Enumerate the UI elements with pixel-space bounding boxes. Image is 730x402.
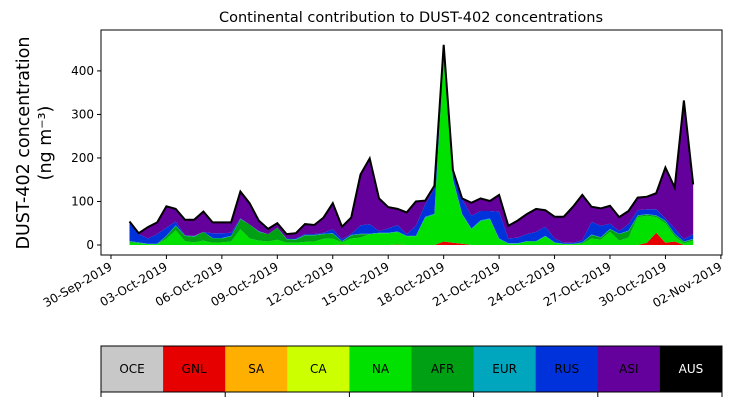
colorbar-swatch-na [349,346,412,392]
colorbar-label-ca: CA [310,362,327,376]
x-axis: 30-Sep-201903-Oct-201906-Oct-201909-Oct-… [41,255,724,310]
colorbar-swatch-rus [535,346,599,392]
area-na [129,53,694,245]
y-tick-label: 300 [71,107,94,121]
colorbar-label-oce: OCE [119,362,144,376]
colorbar-label-gnl: GNL [182,362,207,376]
colorbar-label-aus: AUS [679,362,704,376]
y-tick-label: 0 [86,238,94,252]
total-line [128,44,695,236]
colorbar-swatch-aus [659,346,723,392]
colorbar-label-sa: SA [248,362,265,376]
colorbar-label-eur: EUR [492,362,517,376]
colorbar-swatch-sa [225,346,288,392]
colorbar-legend: OCE GNL SA CA NA AFR EUR RUS ASI AUS [100,345,723,397]
y-tick-label: 200 [71,151,94,165]
y-axis: 0 100 200 300 400 [71,64,101,252]
y-axis-label-line1: DUST-402 concentration [14,37,34,250]
colorbar-swatch-oce [101,346,164,392]
chart-title: Continental contribution to DUST-402 con… [219,10,603,26]
colorbar-swatch-afr [411,346,475,392]
plot-frame [100,29,723,256]
y-axis-label-line2: (ng m⁻³) [36,106,56,181]
y-tick-label: 100 [71,194,94,208]
y-axis-label: DUST-402 concentration (ng m⁻³) [14,37,56,250]
colorbar-frame [100,345,723,393]
y-tick-label: 400 [71,64,94,78]
colorbar-label-na: NA [372,362,390,376]
colorbar-swatch-ca [287,346,350,392]
colorbar-swatch-eur [473,346,537,392]
colorbar-label-afr: AFR [431,362,454,376]
colorbar-label-rus: RUS [554,362,579,376]
colorbar-label-asi: ASI [619,362,638,376]
colorbar-swatch-gnl [163,346,226,392]
area-layers [129,44,694,245]
area-asi [129,44,694,243]
colorbar-swatch-asi [597,346,661,392]
